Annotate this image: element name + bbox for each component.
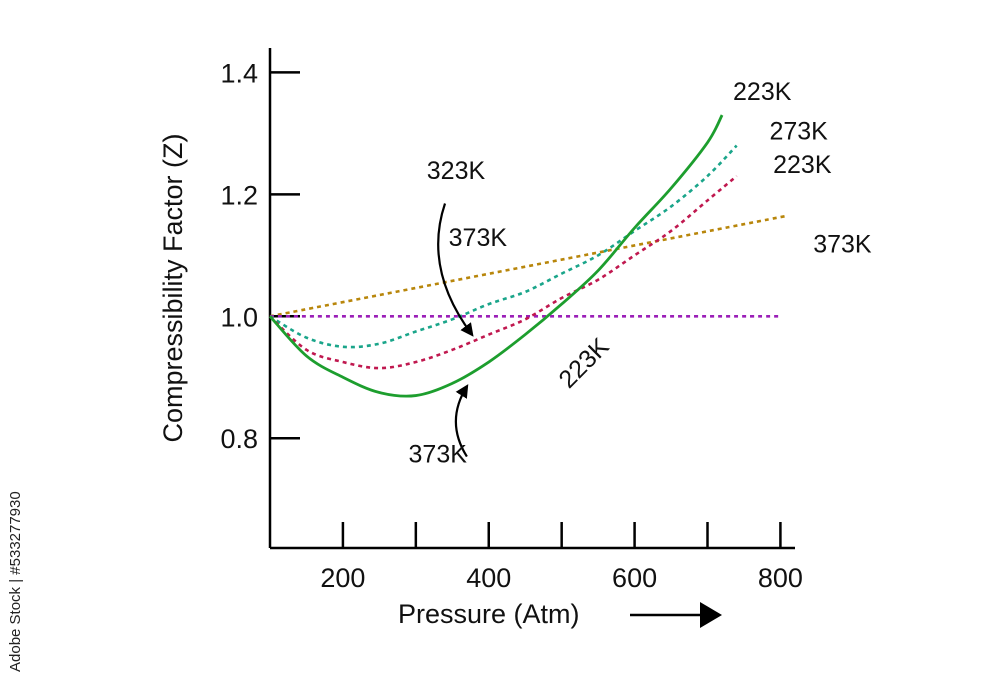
series-line-5	[268, 114, 724, 398]
x-tick-label: 400	[466, 563, 511, 593]
curve-label: 373K	[813, 230, 872, 258]
y-tick-label: 1.4	[220, 58, 258, 88]
curve-label: 273K	[769, 117, 828, 145]
annotation-arrow-2	[454, 384, 469, 458]
axes-layer: 200 400 600 800 0.8 1.0 1.2 1.4	[220, 48, 803, 628]
y-tick-label: 0.8	[220, 424, 258, 454]
y-tick-label: 1.0	[220, 302, 258, 332]
series-line-3	[269, 144, 738, 349]
x-axis-arrow-head	[700, 602, 722, 628]
x-tick-label: 200	[320, 563, 365, 593]
annotation-layer: 223K 273K 223K 373K 323K 373K 223K 373K	[409, 78, 872, 469]
x-axis-title: Pressure (Atm)	[398, 599, 580, 629]
annotation-arrow-1	[437, 203, 474, 337]
x-tick-label: 800	[758, 563, 803, 593]
series-layer	[268, 114, 788, 398]
x-tick-label: 600	[612, 563, 657, 593]
curve-label: 223K	[553, 332, 614, 393]
y-tick-label: 1.2	[220, 180, 258, 210]
y-axis-title: Compressibility Factor (Z)	[158, 133, 188, 442]
series-line-4	[269, 175, 738, 370]
watermark-text: Adobe Stock | #533277930	[7, 491, 24, 672]
series-line-1	[269, 214, 788, 318]
curve-label: 373K	[449, 224, 508, 252]
curve-label: 323K	[427, 157, 486, 185]
curve-label: 373K	[409, 441, 468, 469]
watermark-layer: Adobe Stock | #533277930	[7, 491, 24, 672]
curve-label: 223K	[733, 78, 792, 106]
curve-label: 223K	[773, 151, 832, 179]
